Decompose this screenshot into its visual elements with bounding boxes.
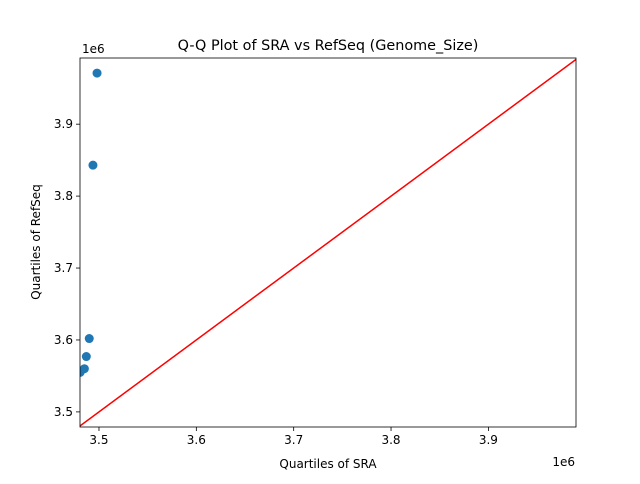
x-tick-label: 3.5 [89, 433, 108, 447]
x-axis-label: Quartiles of SRA [279, 457, 377, 471]
data-point [88, 160, 98, 170]
y-offset-label: 1e6 [82, 42, 105, 56]
y-tick-label: 3.6 [54, 333, 73, 347]
x-tick-label: 3.9 [479, 433, 498, 447]
reference-line [80, 58, 576, 427]
y-axis-label: Quartiles of RefSeq [29, 184, 43, 300]
plot-frame [79, 57, 577, 428]
data-point [92, 68, 102, 78]
y-tick-label: 3.5 [54, 405, 73, 419]
chart-title: Q-Q Plot of SRA vs RefSeq (Genome_Size) [178, 38, 479, 54]
data-point [80, 364, 89, 374]
y-tick-label: 3.7 [54, 261, 73, 275]
y-tick-label: 3.8 [54, 189, 73, 203]
data-point [81, 352, 91, 362]
x-tick-label: 3.6 [187, 433, 206, 447]
x-tick-label: 3.8 [381, 433, 400, 447]
x-tick-label: 3.7 [284, 433, 303, 447]
data-point [84, 334, 94, 344]
y-tick-label: 3.9 [54, 117, 73, 131]
x-offset-label: 1e6 [552, 455, 575, 469]
